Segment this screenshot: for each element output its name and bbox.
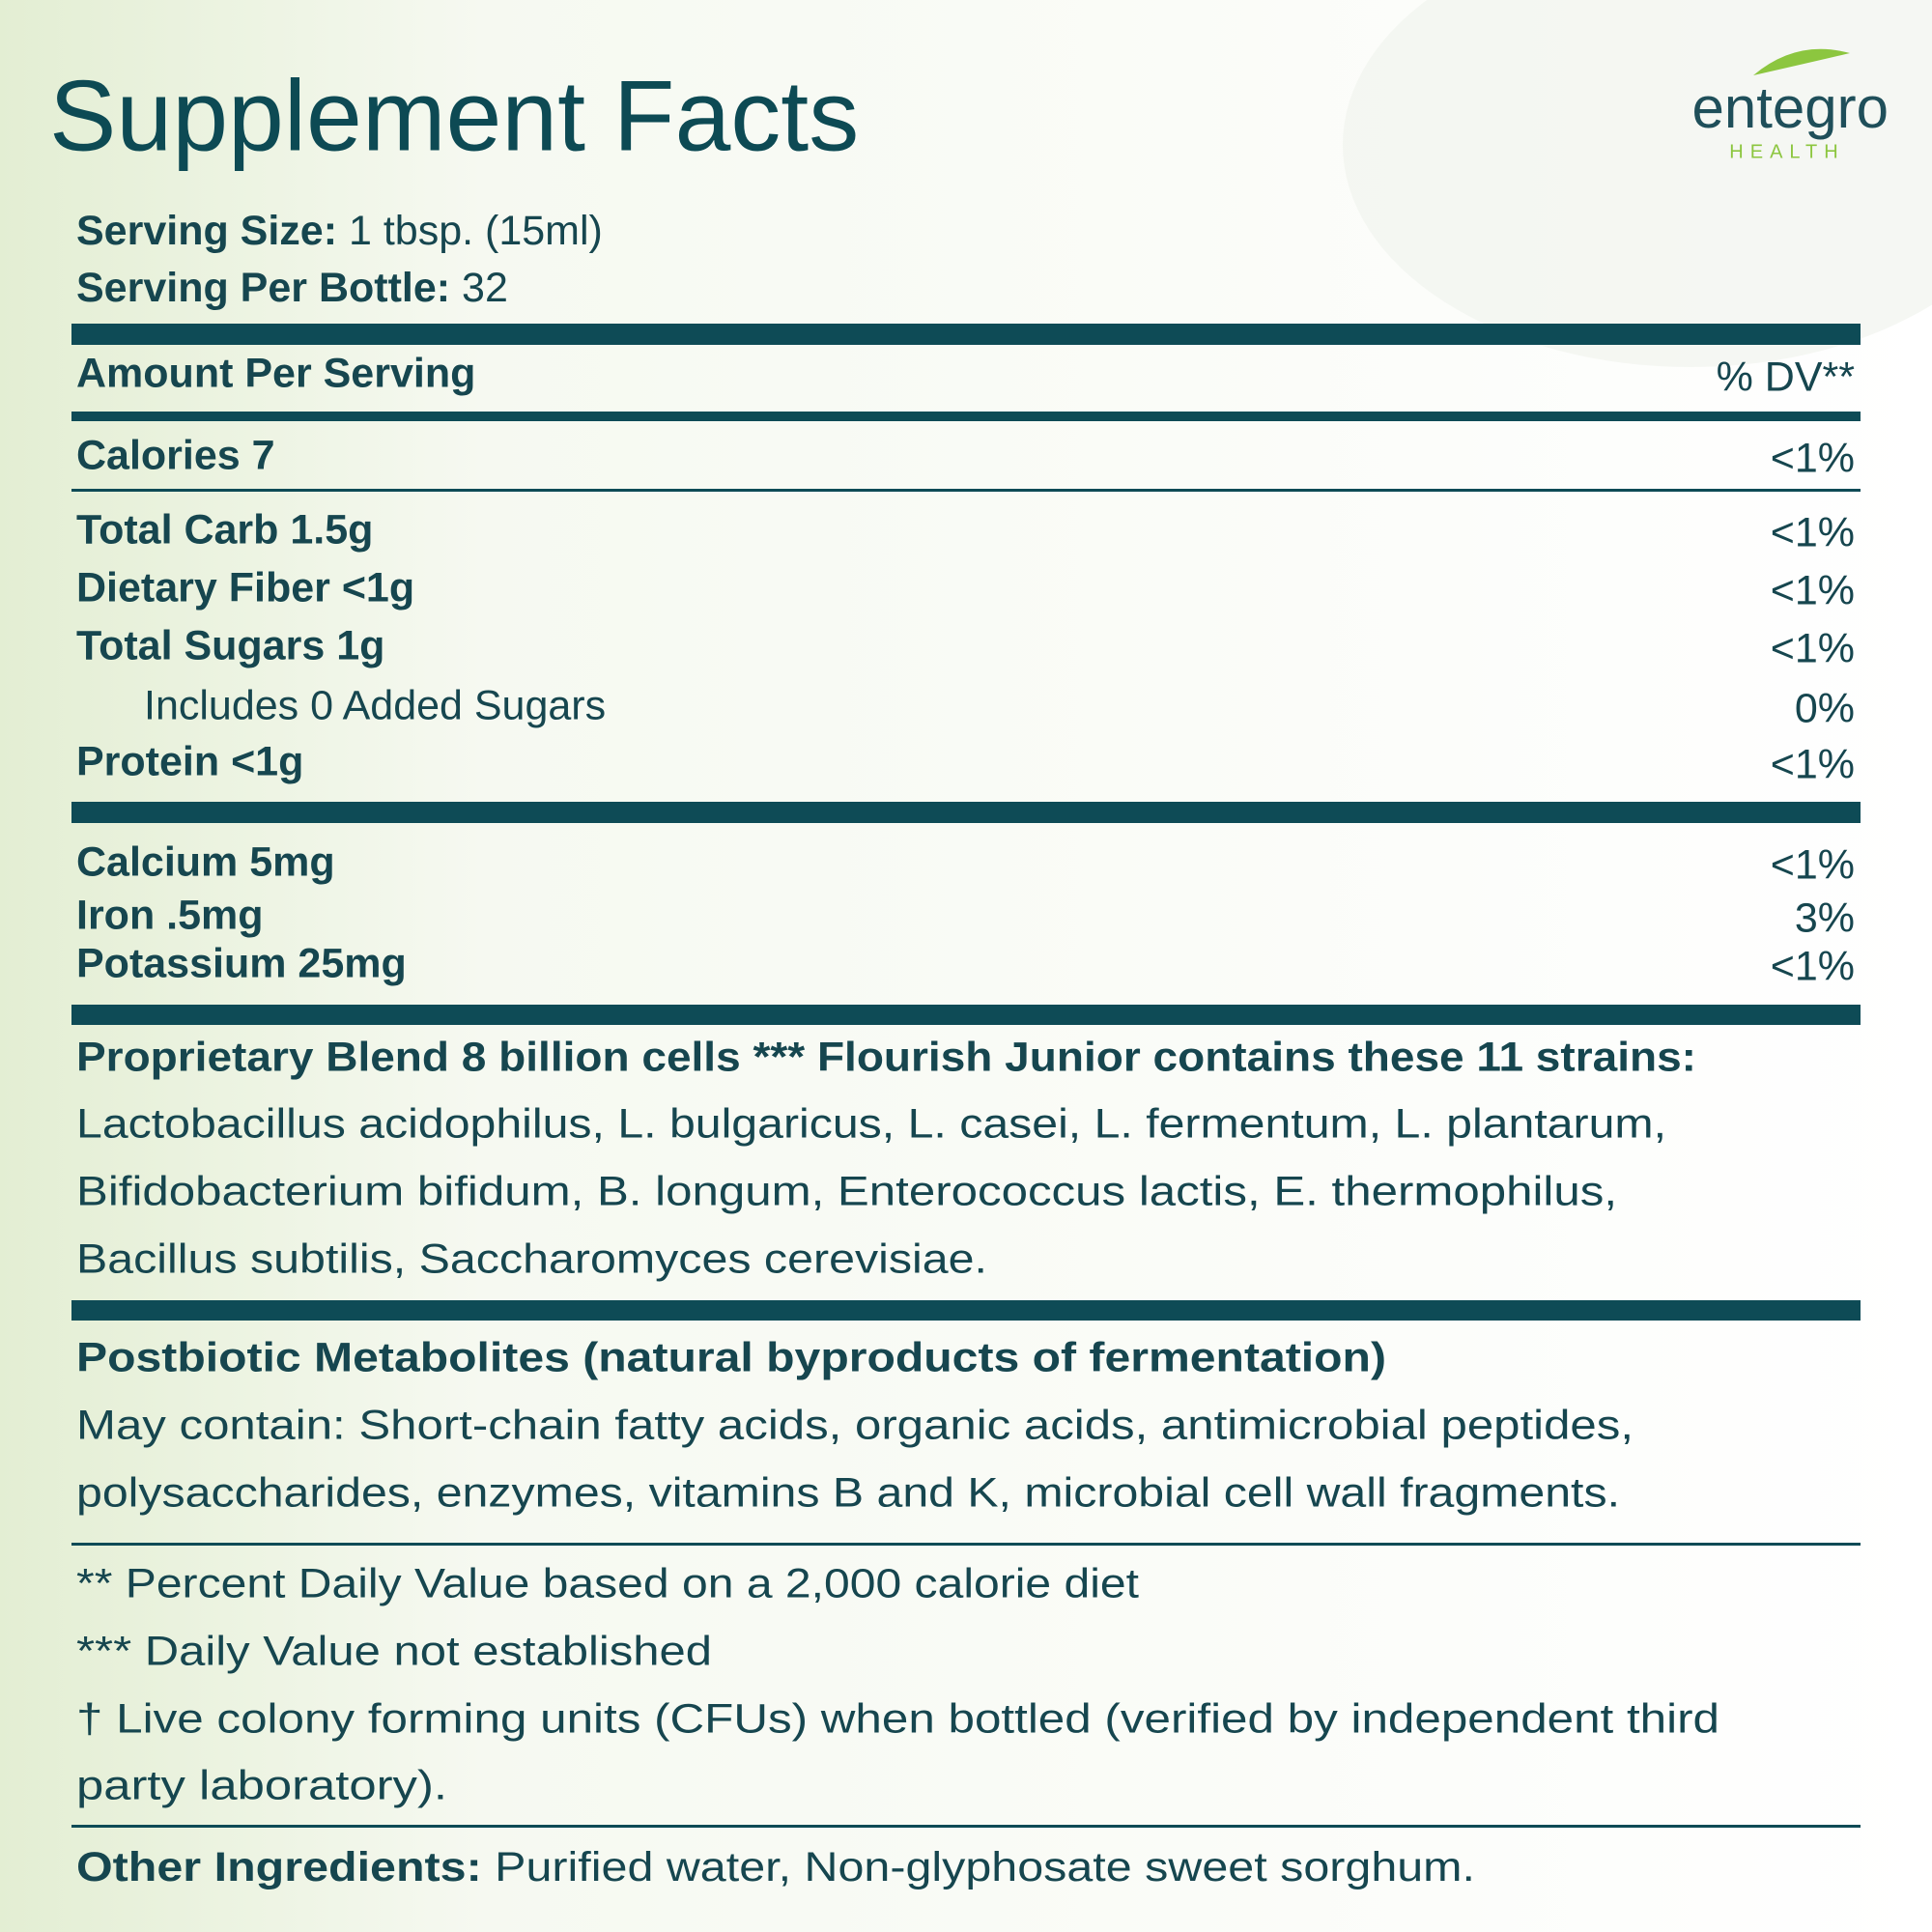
nutrient-dv: 3% xyxy=(1795,895,1855,941)
nutrient-label: Total Sugars 1g xyxy=(76,622,384,668)
footnote: party laboratory). xyxy=(76,1762,447,1808)
serving-size: Serving Size: 1 tbsp. (15ml) xyxy=(76,208,603,254)
serving-per-bottle: Serving Per Bottle: 32 xyxy=(76,265,508,311)
nutrient-dv: <1% xyxy=(1771,741,1855,787)
rule xyxy=(71,1300,1861,1321)
postbiotic-line: polysaccharides, enzymes, vitamins B and… xyxy=(76,1469,1620,1516)
rule xyxy=(71,489,1861,492)
nutrient-label: Potassium 25mg xyxy=(76,940,407,986)
nutrient-label: Calories 7 xyxy=(76,432,275,478)
rule xyxy=(71,1543,1861,1546)
table-header: Amount Per Serving xyxy=(76,350,475,396)
nutrient-dv: <1% xyxy=(1771,509,1855,555)
table-header-dv: % DV** xyxy=(1717,354,1856,400)
logo-leaf xyxy=(1753,48,1850,75)
value: 1 tbsp. (15ml) xyxy=(349,208,603,254)
nutrient-dv: <1% xyxy=(1771,435,1855,481)
blend-line: Bifidobacterium bifidum, B. longum, Ente… xyxy=(76,1168,1617,1214)
nutrient-label: Iron .5mg xyxy=(76,892,264,938)
other-ingredients: Other Ingredients: Purified water, Non-g… xyxy=(76,1844,1475,1890)
bg-shape xyxy=(1343,0,1932,367)
blend-line: Bacillus subtilis, Saccharomyces cerevis… xyxy=(76,1236,987,1282)
blend-heading: Proprietary Blend 8 billion cells *** Fl… xyxy=(76,1034,1696,1080)
rule xyxy=(71,1005,1861,1025)
logo-tagline: HEALTH xyxy=(1729,141,1844,162)
value: Purified water, Non-glyphosate sweet sor… xyxy=(495,1844,1475,1890)
rule xyxy=(71,1825,1861,1828)
nutrient-label: Calcium 5mg xyxy=(76,838,335,885)
logo-name: entegro xyxy=(1692,75,1889,140)
label: Other Ingredients: xyxy=(76,1844,482,1890)
nutrient-dv: 0% xyxy=(1795,685,1855,731)
label: Serving Per Bottle: xyxy=(76,265,450,311)
footnote: ** Percent Daily Value based on a 2,000 … xyxy=(76,1560,1139,1606)
rule xyxy=(71,324,1861,345)
nutrient-label: Dietary Fiber <1g xyxy=(76,564,414,611)
nutrient-dv: <1% xyxy=(1771,567,1855,613)
nutrient-dv: <1% xyxy=(1771,625,1855,671)
postbiotic-heading: Postbiotic Metabolites (natural byproduc… xyxy=(76,1334,1386,1380)
blend-line: Lactobacillus acidophilus, L. bulgaricus… xyxy=(76,1100,1666,1147)
nutrient-label: Includes 0 Added Sugars xyxy=(144,682,606,728)
title: Supplement Facts xyxy=(49,60,859,172)
nutrient-label: Total Carb 1.5g xyxy=(76,506,373,553)
nutrient-dv: <1% xyxy=(1771,943,1855,989)
postbiotic-line: May contain: Short-chain fatty acids, or… xyxy=(76,1402,1634,1448)
nutrient-label: Protein <1g xyxy=(76,738,303,784)
rule xyxy=(71,412,1861,421)
label: Serving Size: xyxy=(76,208,337,254)
rule xyxy=(71,802,1861,823)
footnote: *** Daily Value not established xyxy=(76,1628,712,1674)
nutrient-dv: <1% xyxy=(1771,841,1855,888)
value: 32 xyxy=(462,265,508,311)
footnote: † Live colony forming units (CFUs) when … xyxy=(76,1695,1719,1742)
